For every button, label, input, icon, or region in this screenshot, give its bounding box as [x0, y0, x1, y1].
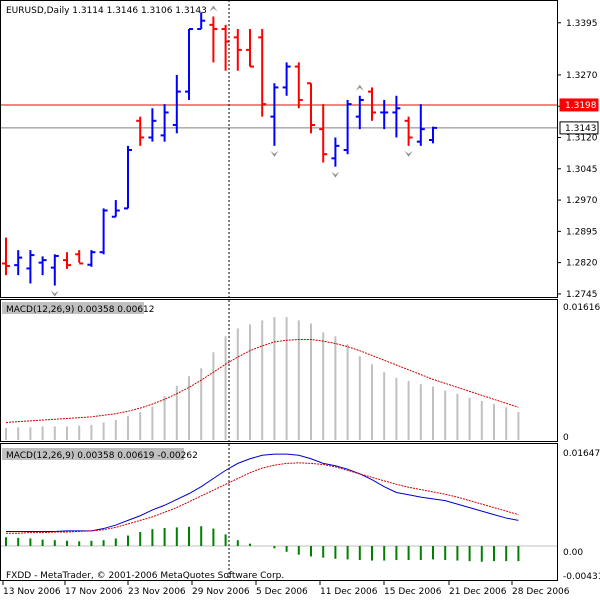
time-label: 21 Dec 2006	[449, 587, 507, 597]
price-panel[interactable]	[0, 0, 558, 298]
macd2-header: MACD(12,26,9) 0.00358 0.00619 -0.00262	[6, 451, 198, 461]
price-badge-label: 1.3198	[565, 101, 597, 111]
macd2-series	[1, 453, 557, 562]
price-tick-label: 1.3120	[566, 133, 598, 143]
fractal-down-icon	[331, 171, 340, 178]
macd1-series	[5, 317, 520, 440]
price-tick-label: 1.2745	[566, 290, 598, 300]
price-tick-label: 1.2895	[566, 227, 598, 237]
time-label: 23 Nov 2006	[128, 587, 186, 597]
price-tick-label: 1.2820	[566, 259, 598, 269]
time-label: 28 Dec 2006	[512, 587, 570, 597]
price-axis: 1.33951.32701.31951.31201.30451.29701.28…	[557, 19, 599, 300]
macd-panel-2[interactable]	[0, 443, 558, 581]
fractal-down-icon	[270, 150, 279, 157]
time-label: 17 Nov 2006	[65, 587, 123, 597]
macd1-header: MACD(12,26,9) 0.00358 0.00612	[6, 305, 155, 315]
fractal-up-icon	[355, 84, 364, 91]
price-badge	[559, 98, 599, 112]
time-label: 13 Nov 2006	[3, 587, 61, 597]
fractal-up-icon	[209, 5, 218, 12]
time-label: 15 Dec 2006	[384, 587, 442, 597]
price-tick-label: 1.2970	[566, 196, 598, 206]
macd1-top-label: 0.01616	[563, 303, 600, 313]
price-bars	[1, 5, 557, 297]
copyright-footer: FXDD - MetaTrader, © 2001-2006 MetaQuote…	[6, 571, 284, 581]
macd-panel-1[interactable]	[0, 299, 558, 442]
macd2-header-bg	[2, 448, 184, 460]
macd1-signal-line	[5, 339, 519, 423]
time-label: 29 Nov 2006	[192, 587, 250, 597]
macd1-bottom-label: 0	[563, 433, 569, 443]
price-tick-label: 1.3395	[566, 19, 598, 29]
time-label: 5 Dec 2006	[256, 587, 308, 597]
price-badge-label: 1.3143	[565, 124, 597, 134]
price-header: EURUSD,Daily 1.3114 1.3146 1.3106 1.3143	[6, 6, 207, 16]
price-tick-label: 1.3045	[566, 165, 598, 175]
fractal-down-icon	[50, 290, 59, 297]
macd2-zero-label: 0.00	[563, 548, 583, 558]
macd2-bottom-label: -0.00431	[563, 572, 600, 582]
time-label: 11 Dec 2006	[320, 587, 378, 597]
macd1-header-bg	[2, 302, 144, 314]
price-badge	[559, 121, 599, 135]
fractal-down-icon	[404, 150, 413, 157]
macd2-top-label: 0.01647	[563, 449, 600, 459]
time-axis: 13 Nov 2006 17 Nov 2006 23 Nov 2006 29 Nov …	[2, 581, 570, 597]
price-tick-label: 1.3270	[566, 71, 598, 81]
macd2-signal-line	[6, 462, 519, 534]
